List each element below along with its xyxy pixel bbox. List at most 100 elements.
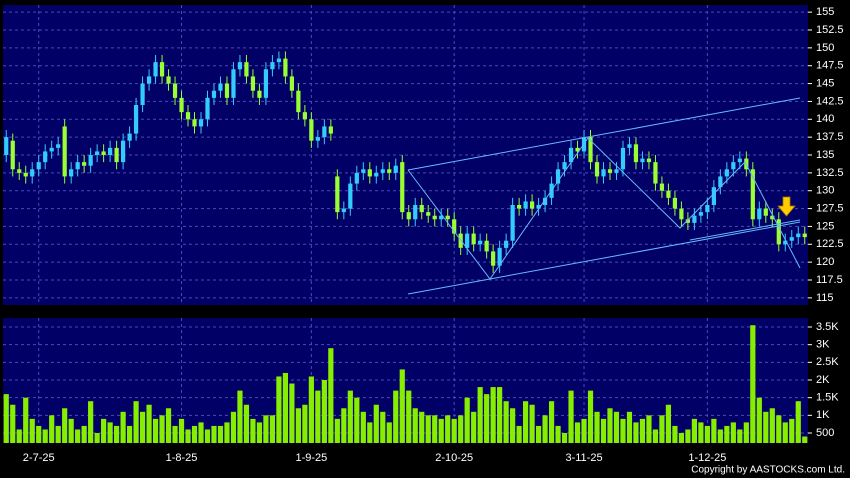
volume-bar — [114, 425, 120, 443]
volume-bar — [639, 418, 646, 443]
volume-bar — [412, 408, 418, 443]
volume-bar — [737, 429, 743, 443]
candle-body — [166, 76, 171, 84]
candle-body — [380, 169, 385, 173]
candle-body — [341, 208, 346, 213]
volume-bar — [665, 404, 672, 443]
y-tick-label: 142.5 — [816, 95, 844, 107]
candle-body — [692, 215, 697, 223]
candle-body — [705, 205, 710, 213]
volume-bar — [62, 408, 68, 443]
volume-bar — [159, 415, 165, 443]
volume-bar — [133, 401, 139, 443]
volume-bar — [445, 415, 451, 443]
channel-lower — [407, 221, 801, 295]
volume-bar — [302, 404, 308, 443]
candle-body — [465, 233, 470, 248]
support-line — [689, 219, 801, 241]
candle-body — [159, 62, 165, 77]
volume-bar — [256, 422, 263, 443]
candle-body — [400, 162, 405, 213]
volume-bar — [126, 425, 133, 443]
candle-body — [224, 83, 230, 98]
volume-bar — [613, 411, 620, 443]
y-tick-label: 150 — [816, 42, 834, 54]
candle-body — [62, 126, 67, 177]
candle-body — [568, 147, 574, 163]
volume-bar — [594, 411, 600, 443]
volume-bar — [16, 429, 22, 443]
candle-body — [478, 240, 483, 245]
volume-bar — [802, 436, 808, 443]
volume-bar — [730, 422, 736, 443]
volume-bar — [243, 404, 250, 443]
volume-bar — [185, 429, 191, 443]
candle-body — [685, 219, 691, 223]
volume-bar — [224, 422, 230, 443]
volume-bar — [652, 429, 659, 443]
candle-body — [484, 240, 489, 252]
volume-bar — [334, 418, 340, 443]
volume-bar — [211, 425, 217, 443]
volume-bar — [198, 422, 204, 443]
candle-body — [101, 151, 106, 155]
candle-body — [127, 133, 132, 141]
y-tick-label: 2K — [816, 374, 830, 386]
volume-bar — [191, 425, 198, 443]
volume-bar — [341, 408, 347, 443]
volume-bar — [165, 408, 172, 443]
candle-body — [504, 240, 509, 248]
candle-body — [30, 169, 35, 177]
volume-bar — [10, 404, 16, 443]
candle-body — [82, 162, 87, 166]
candle-body — [179, 97, 184, 113]
volume-bar — [471, 411, 477, 443]
candle-body — [406, 212, 411, 220]
candle-body — [640, 158, 645, 163]
candle-body — [4, 137, 9, 155]
arrow — [777, 196, 796, 217]
y-tick-label: 1.5K — [816, 392, 839, 404]
candle-body — [737, 158, 742, 163]
volume-bar — [776, 415, 782, 443]
volume-bar — [386, 422, 392, 443]
volume-bar — [276, 376, 282, 443]
volume-bar — [510, 408, 516, 443]
candle-body — [718, 176, 723, 188]
volume-bar — [600, 418, 607, 443]
volume-bar — [497, 387, 503, 443]
y-tick-label: 2.5K — [816, 356, 839, 368]
candle-body — [108, 147, 113, 155]
volume-bar — [711, 418, 717, 443]
candle-body — [724, 169, 729, 177]
volume-bar — [425, 415, 431, 443]
candle-body — [601, 169, 606, 177]
volume-bar — [380, 411, 386, 443]
candle-body — [789, 237, 794, 241]
candle-body — [607, 169, 613, 173]
volume-bar — [36, 425, 42, 443]
volume-bar — [458, 415, 464, 443]
volume-bar — [503, 401, 509, 443]
y-tick-label: 130 — [816, 185, 834, 197]
volume-bar — [555, 425, 561, 443]
channel-upper — [407, 97, 801, 171]
candle-body — [711, 187, 716, 205]
volume-bar — [750, 325, 756, 443]
volume-bar — [29, 418, 35, 443]
volume-bar — [139, 411, 146, 443]
volume-bar — [607, 408, 613, 443]
marks — [3, 51, 808, 443]
y-tick-label: 140 — [816, 113, 834, 125]
volume-bar — [451, 418, 457, 443]
volume-bar — [75, 429, 81, 443]
y-tick-label: 500 — [816, 427, 834, 439]
volume-bar — [308, 376, 314, 443]
volume-bar — [587, 390, 594, 443]
volume-bar — [542, 415, 548, 443]
candle-body — [542, 197, 548, 205]
y-tick-label: 1K — [816, 409, 830, 421]
candle-body — [633, 144, 639, 163]
volume-bar — [315, 390, 321, 443]
volume-bar — [42, 429, 48, 443]
